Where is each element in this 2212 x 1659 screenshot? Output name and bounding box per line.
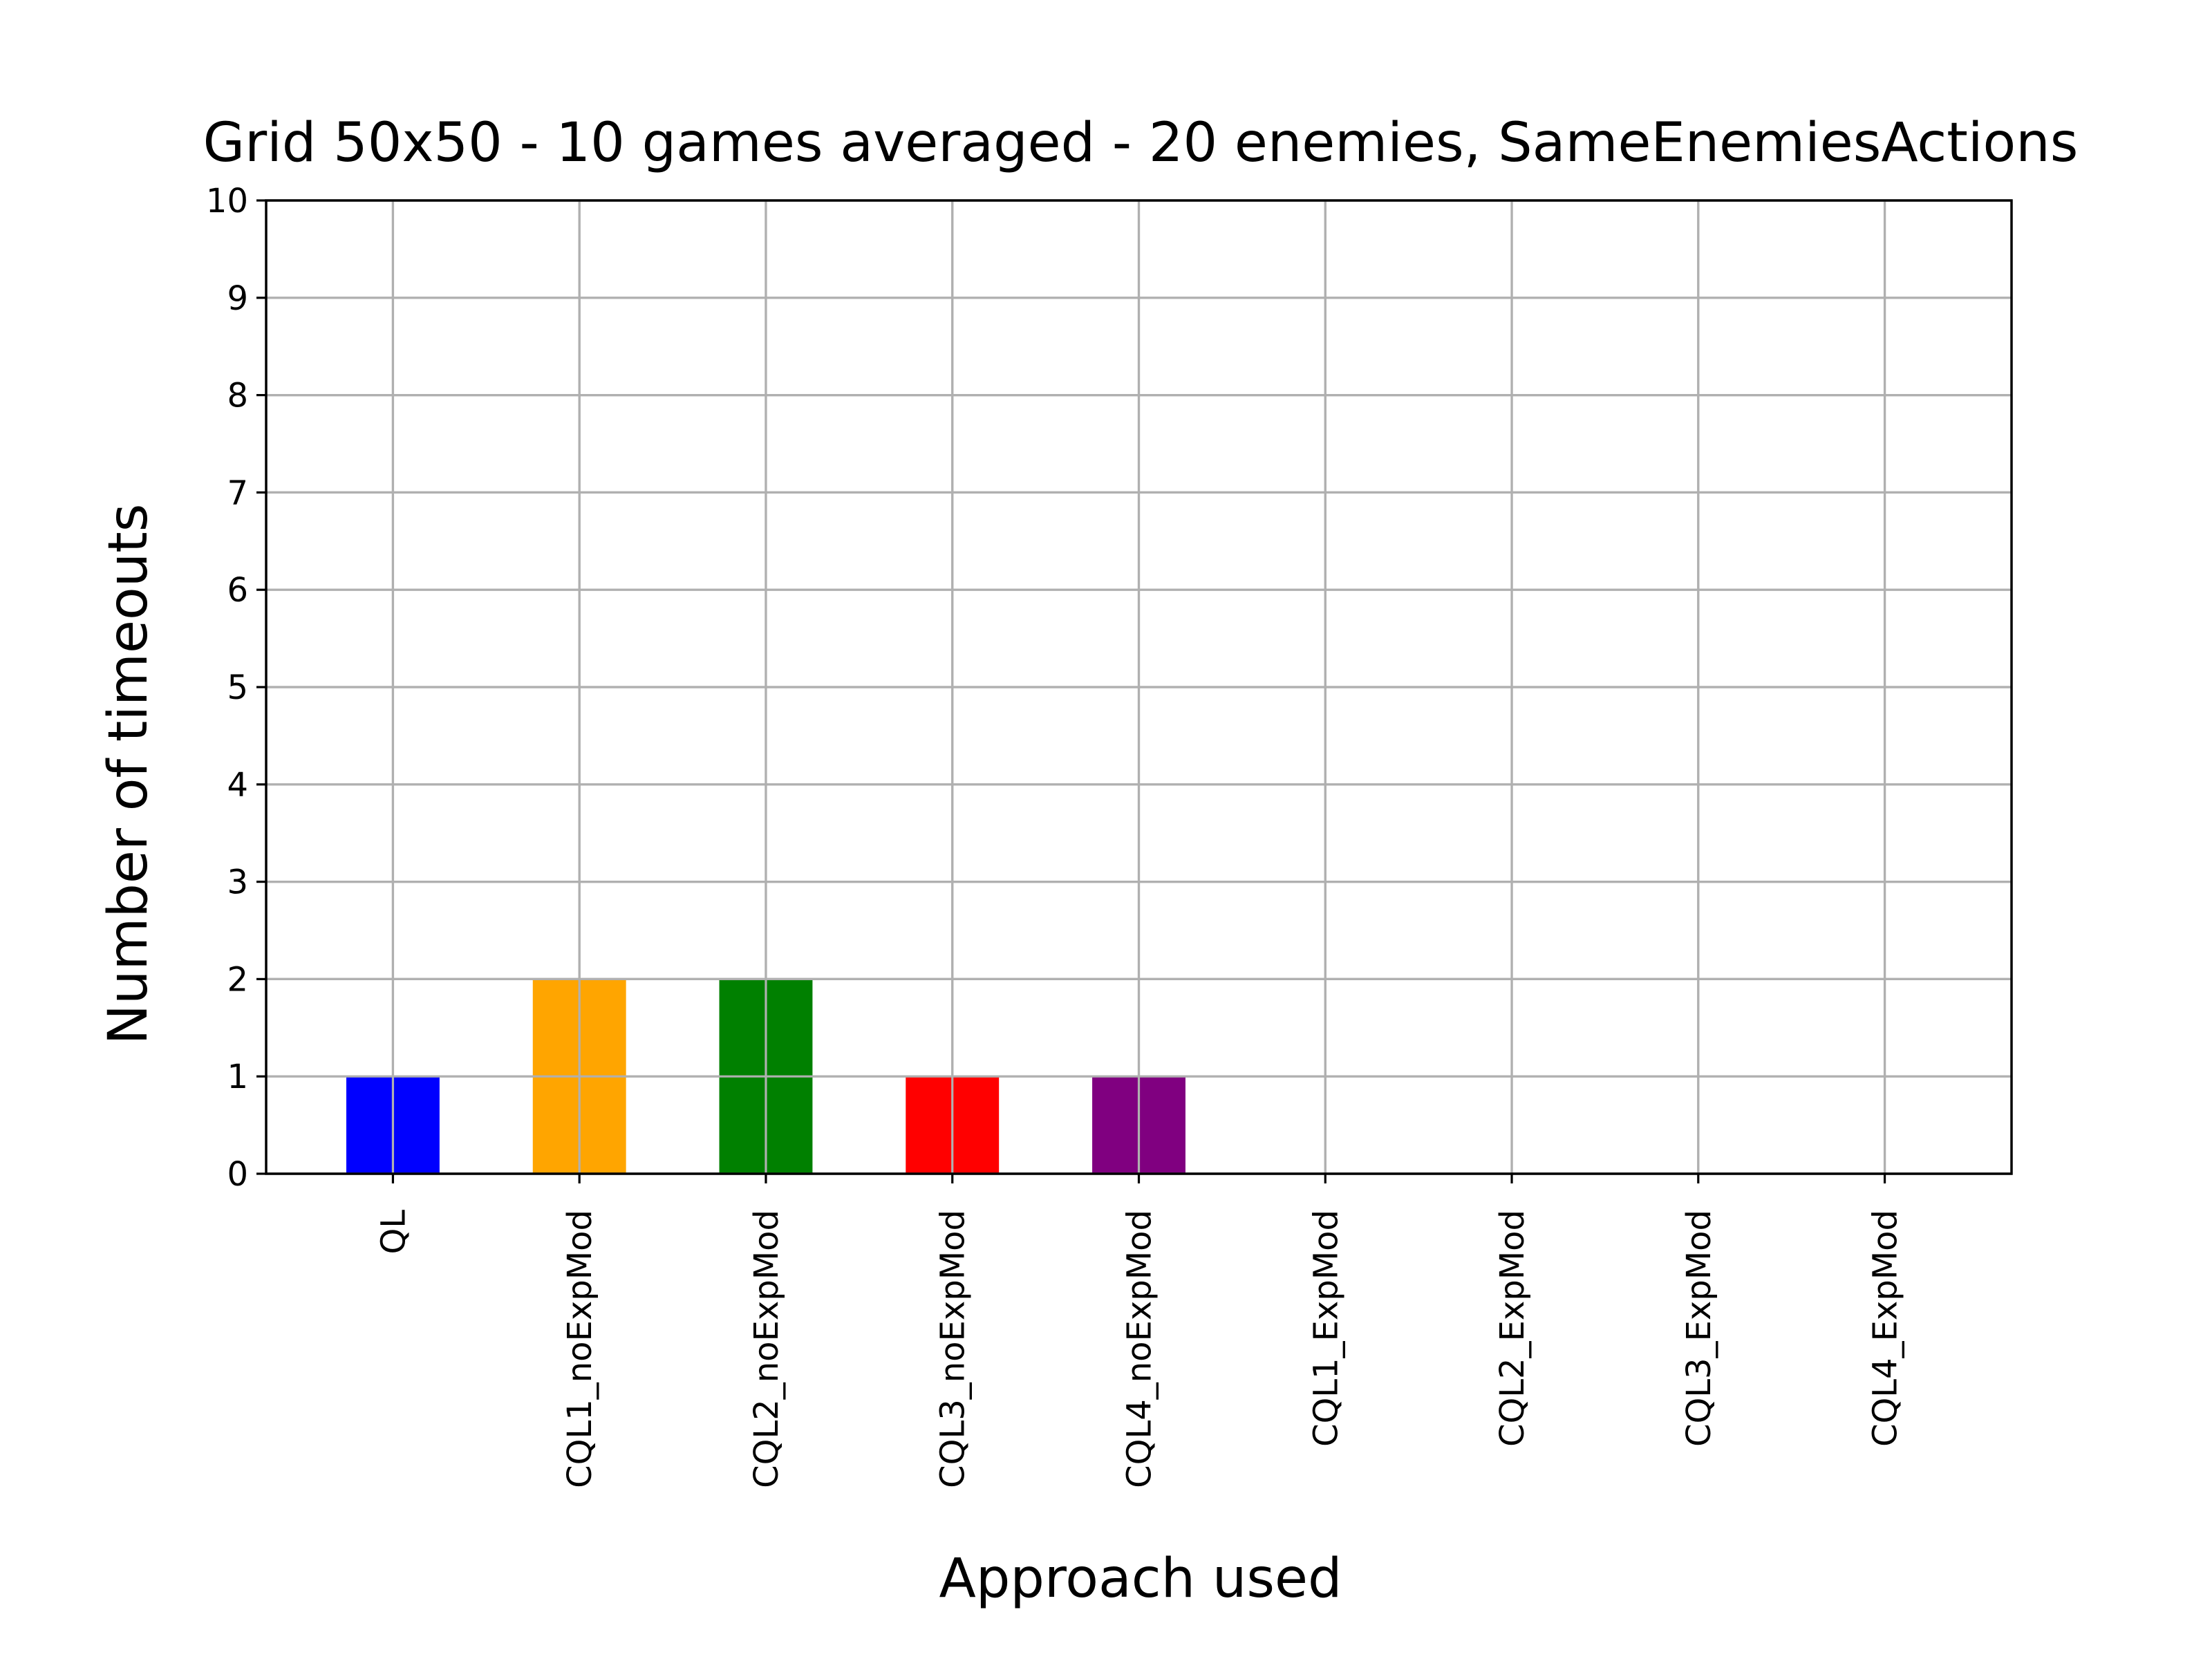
x-tick-label: CQL4_ExpMod <box>1866 1210 1905 1447</box>
x-tick-label: CQL1_noExpMod <box>561 1210 599 1488</box>
y-tick-label: 0 <box>227 1155 248 1194</box>
x-axis-label: Approach used <box>939 1548 1342 1610</box>
y-tick-label: 3 <box>227 863 248 902</box>
y-tick-label: 8 <box>227 377 248 415</box>
y-tick-label: 4 <box>227 766 248 805</box>
y-tick-label: 10 <box>206 182 248 221</box>
y-tick-label: 1 <box>227 1058 248 1096</box>
y-tick-label: 6 <box>227 571 248 610</box>
x-tick-label: CQL4_noExpMod <box>1121 1210 1159 1488</box>
y-axis-label: Number of timeouts <box>97 504 160 1045</box>
y-tick-label: 9 <box>227 279 248 318</box>
y-tick-label: 2 <box>227 960 248 999</box>
axis-ticks: 0 1 2 3 4 5 6 7 8 9 10 QL CQL1_noExpMod CQL2_noExpMod… <box>206 182 1905 1488</box>
x-tick-label: CQL2_ExpMod <box>1493 1210 1532 1447</box>
x-tick-label: CQL3_ExpMod <box>1680 1210 1718 1447</box>
x-tick-label: CQL3_noExpMod <box>934 1210 973 1488</box>
x-tick-label: CQL2_noExpMod <box>747 1210 786 1488</box>
y-tick-label: 7 <box>227 474 248 512</box>
x-tick-label: QL <box>374 1210 413 1255</box>
x-tick-label: CQL1_ExpMod <box>1306 1210 1345 1447</box>
y-tick-label: 5 <box>227 668 248 707</box>
chart-title: Grid 50x50 - 10 games averaged - 20 enem… <box>203 112 2079 174</box>
